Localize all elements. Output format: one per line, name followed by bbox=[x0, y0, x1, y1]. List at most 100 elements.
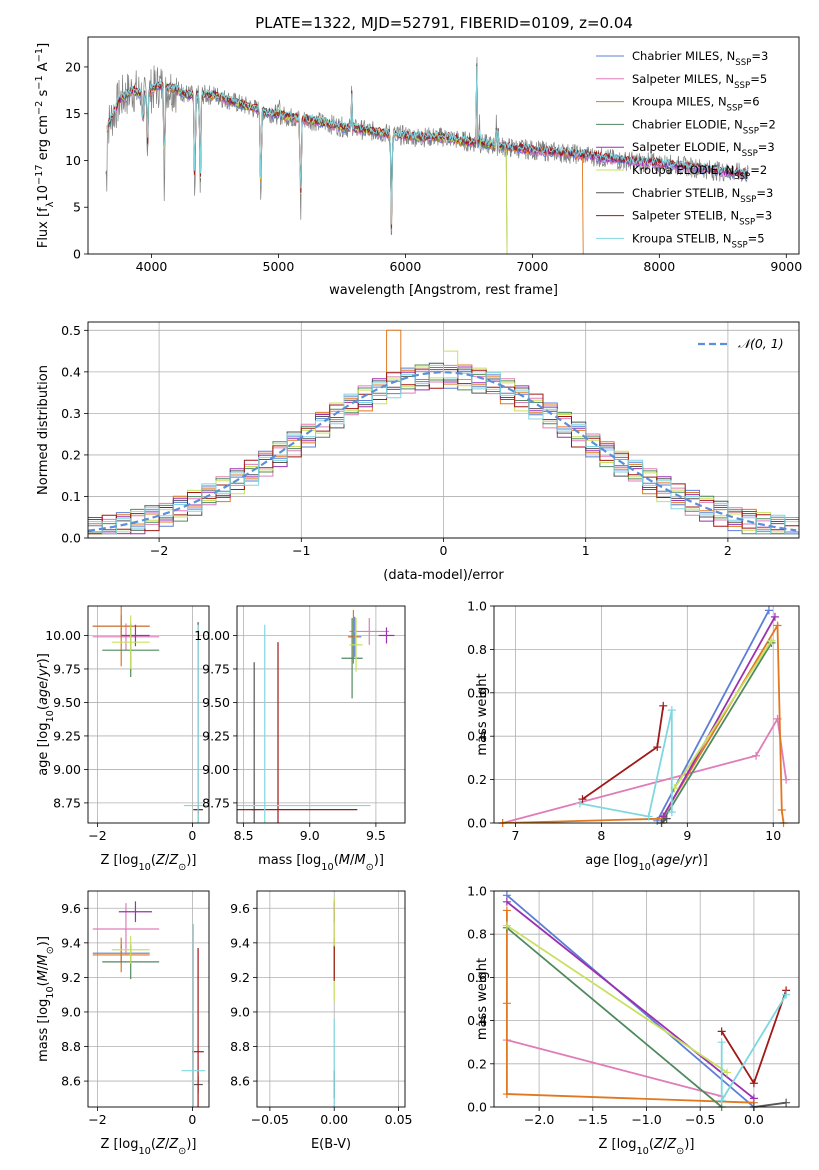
x-tick-label: 5000 bbox=[263, 259, 295, 274]
label-part: 10 bbox=[138, 862, 150, 873]
y-tick-label: 8.8 bbox=[61, 1039, 81, 1054]
label-part: ( bbox=[649, 1137, 654, 1152]
legend-entry-sub: SSP bbox=[743, 126, 759, 136]
label-part: erg cm bbox=[36, 115, 51, 164]
model-spectrum-kroupa-stelib bbox=[106, 65, 749, 225]
x-tick-label: 8 bbox=[597, 828, 605, 843]
label-part: −1 bbox=[34, 75, 45, 89]
errorbar-point-kroupa-elodie bbox=[349, 618, 363, 672]
legend-entry-tail: =6 bbox=[743, 95, 760, 109]
x-tick-label: 6000 bbox=[390, 259, 422, 274]
mass-weight-line-chabrier-elodie bbox=[660, 642, 773, 823]
x-axis-label: Z [log10(Z/Z⊙)] bbox=[101, 853, 197, 873]
legend-entry: Kroupa STELIB, NSSP=5 bbox=[632, 231, 765, 250]
errorbar-point-kroupa-miles bbox=[92, 606, 150, 667]
gaussian-curve bbox=[88, 371, 797, 532]
label-part: ( bbox=[334, 853, 339, 868]
legend-entry: Kroupa ELODIE, NSSP=2 bbox=[632, 163, 767, 182]
mass-weight-marker bbox=[767, 636, 776, 645]
errorbar-point-kroupa-elodie bbox=[111, 935, 150, 964]
label-part: / bbox=[165, 1137, 170, 1152]
mass-weight-marker bbox=[782, 1098, 791, 1107]
legend-entry-sub: SSP bbox=[727, 104, 743, 114]
label-part: mass [log bbox=[36, 999, 51, 1062]
mass-weight-marker bbox=[502, 999, 511, 1008]
mass-weight-marker bbox=[749, 1094, 758, 1103]
errorbar-point-kroupa-stelib bbox=[183, 624, 209, 823]
x-tick-label: 0.00 bbox=[320, 1112, 348, 1127]
x-tick-label: 0 bbox=[188, 828, 196, 843]
legend-entry: Salpeter STELIB, NSSP=3 bbox=[632, 209, 772, 228]
label-part: A bbox=[36, 62, 51, 75]
y-tick-label: 9.2 bbox=[230, 970, 250, 985]
legend-entry-sub: SSP bbox=[735, 58, 751, 68]
plot-frame bbox=[236, 605, 406, 824]
mass-weight-marker bbox=[782, 775, 791, 784]
y-tick-label: 0.8 bbox=[467, 642, 487, 657]
legend-entry-tail: =3 bbox=[758, 140, 775, 154]
y-axis-label: age [log10(age/yr)] bbox=[36, 653, 56, 776]
legend-entry-tail: =2 bbox=[759, 117, 776, 131]
label-part: / bbox=[663, 1137, 668, 1152]
label-part: s bbox=[36, 89, 51, 100]
mass-weight-line-chabrier-stelib bbox=[660, 818, 668, 823]
label-part: Z bbox=[653, 1137, 664, 1152]
x-axis-label: Z [log10(Z/Z⊙)] bbox=[101, 1137, 197, 1157]
mass-weight-line-kroupa-elodie bbox=[506, 924, 728, 1074]
x-tick-label: 9 bbox=[683, 828, 691, 843]
label-part: Z [log bbox=[101, 853, 139, 868]
mass-weight-marker bbox=[502, 906, 511, 915]
y-tick-label: 9.6 bbox=[61, 901, 81, 916]
legend-entry-sub: SSP bbox=[739, 218, 755, 228]
label-part: age [log bbox=[585, 853, 638, 868]
mass-weight-marker bbox=[782, 990, 791, 999]
mass-weight-line-salpeter-elodie bbox=[662, 616, 776, 817]
x-tick-label: −0.5 bbox=[685, 1112, 715, 1127]
label-part: −2 bbox=[34, 101, 45, 115]
label-part: λ bbox=[45, 201, 56, 207]
label-part: / bbox=[36, 676, 51, 681]
x-tick-label: 7000 bbox=[516, 259, 548, 274]
legend-entry: Chabrier ELODIE, NSSP=2 bbox=[632, 117, 776, 136]
y-tick-label: 15 bbox=[65, 106, 81, 121]
label-part: ( bbox=[151, 853, 156, 868]
label-part: 10 bbox=[636, 1146, 648, 1157]
y-tick-label: 9.4 bbox=[230, 935, 250, 950]
label-part: Flux [f bbox=[36, 207, 51, 248]
label-part: ⊙ bbox=[676, 1146, 684, 1157]
errorbar-point-kroupa-stelib bbox=[237, 624, 371, 823]
x-tick-label: 10 bbox=[765, 828, 781, 843]
x-axis-label: (data-model)/error bbox=[383, 568, 504, 583]
x-tick-label: 8000 bbox=[643, 259, 675, 274]
y-tick-label: 8.75 bbox=[202, 795, 230, 810]
y-tick-label: 9.0 bbox=[230, 1004, 250, 1019]
label-part: ⊙ bbox=[366, 862, 374, 873]
y-tick-label: 9.75 bbox=[53, 661, 81, 676]
x-axis-label: Z [log10(Z/Z⊙)] bbox=[599, 1137, 695, 1157]
label-part: mass [log bbox=[258, 853, 321, 868]
y-axis-label: mass weight bbox=[475, 673, 490, 755]
mass-weight-line-salpeter-elodie bbox=[506, 901, 755, 1100]
y-tick-label: 0.4 bbox=[61, 364, 81, 379]
mass-weight-marker bbox=[659, 701, 668, 710]
label-part: / bbox=[36, 965, 51, 970]
legend-entry-main: Chabrier STELIB, N bbox=[632, 186, 740, 200]
mass-weight-marker bbox=[717, 1027, 726, 1036]
legend-entry-main: Kroupa STELIB, N bbox=[632, 231, 732, 245]
plot-frame bbox=[87, 36, 800, 255]
label-part: 10 bbox=[321, 862, 333, 873]
mass-weight-marker bbox=[502, 897, 511, 906]
legend-entry-main: Kroupa ELODIE, N bbox=[632, 163, 734, 177]
y-axis-label: Normed distribution bbox=[36, 365, 51, 495]
y-tick-label: 9.50 bbox=[53, 695, 81, 710]
label-part: ⊙ bbox=[178, 862, 186, 873]
mass-weight-marker bbox=[770, 612, 779, 621]
x-tick-label: −2 bbox=[150, 543, 168, 558]
y-tick-label: 9.50 bbox=[202, 695, 230, 710]
label-part: )] bbox=[36, 653, 51, 663]
legend-entry-sub: SSP bbox=[734, 81, 750, 91]
panel-mass-vs-ebv: −0.05 0.00 0.05 8.6 8.8 9.0 9.2 9.4 9.6 E(B-V) bbox=[230, 890, 412, 1152]
legend-entry-tail: =3 bbox=[756, 186, 773, 200]
legend-entry: 𝒩(0, 1) bbox=[738, 336, 784, 351]
